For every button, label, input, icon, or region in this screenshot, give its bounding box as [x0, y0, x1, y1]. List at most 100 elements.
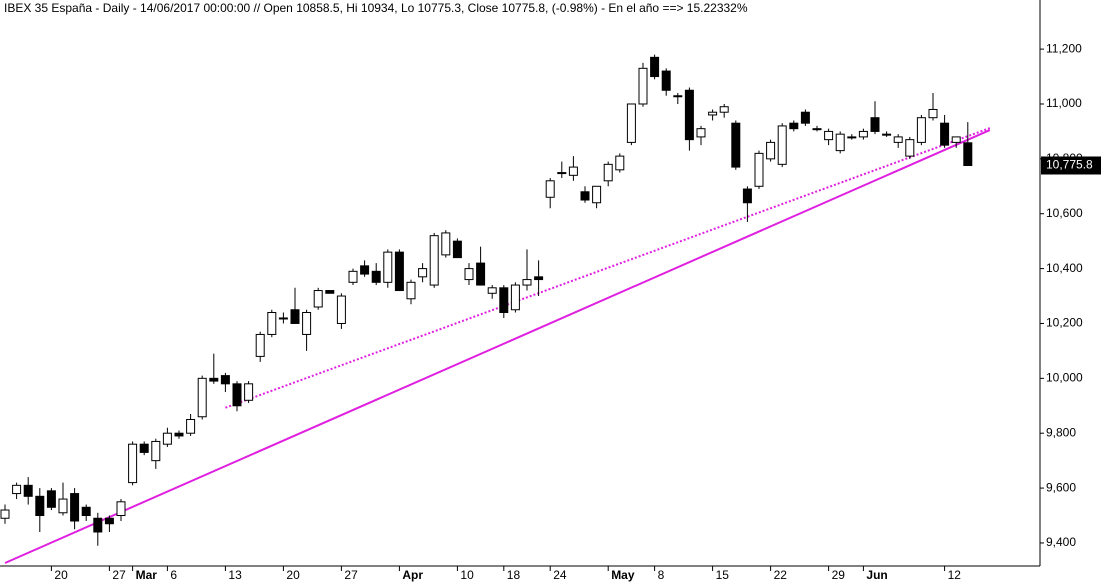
- x-tick-label: Jun: [866, 568, 887, 582]
- candle-body: [603, 163, 613, 182]
- candle-body: [360, 265, 370, 275]
- candle-body: [46, 490, 56, 508]
- candle-body: [476, 262, 486, 286]
- candle-body: [23, 484, 33, 497]
- chart-title: IBEX 35 España - Daily - 14/06/2017 00:0…: [4, 1, 748, 15]
- candle-body: [81, 506, 91, 517]
- x-tick-label: Apr: [402, 568, 423, 582]
- candle-body: [731, 122, 741, 168]
- candle-body: [93, 517, 103, 533]
- candle-body: [452, 240, 462, 259]
- candle-body: [638, 67, 648, 105]
- candle-body: [313, 290, 323, 308]
- candle-body: [336, 295, 346, 324]
- y-tick-label: 9,400: [1046, 535, 1076, 549]
- candle-body: [684, 89, 694, 141]
- candle-body: [534, 276, 544, 281]
- candle-body: [12, 484, 22, 495]
- last-price-box: [1041, 156, 1101, 175]
- candle-body: [116, 501, 126, 517]
- x-tick-label: 10: [460, 568, 474, 582]
- candle-body: [197, 377, 207, 418]
- y-tick-label: 9,600: [1046, 480, 1076, 494]
- x-tick-label: 27: [112, 568, 126, 582]
- y-tick-label: 10,600: [1046, 206, 1083, 220]
- x-tick-label: 8: [658, 568, 665, 582]
- candle-body: [406, 281, 416, 300]
- candle-body: [128, 443, 138, 484]
- candle-body: [858, 130, 868, 138]
- candle-body: [209, 377, 219, 382]
- x-tick-label: 24: [553, 568, 567, 582]
- candle-body: [174, 432, 184, 437]
- candle-body: [847, 136, 857, 139]
- candle-body: [302, 311, 312, 335]
- x-tick-label: 15: [716, 568, 730, 582]
- y-tick-label: 9,800: [1046, 425, 1076, 439]
- x-tick-label: 13: [228, 568, 242, 582]
- x-tick-label: 12: [948, 568, 962, 582]
- candle-body: [719, 106, 729, 113]
- x-tick-label: 22: [774, 568, 788, 582]
- candle-body: [742, 188, 752, 204]
- candle-body: [940, 122, 950, 146]
- x-tick-label: 29: [832, 568, 846, 582]
- y-tick-label: 10,000: [1046, 371, 1083, 385]
- candle-body: [951, 136, 961, 143]
- candle-body: [418, 268, 428, 278]
- candle-body: [290, 309, 300, 324]
- trendline: [4, 129, 991, 564]
- candle-body: [348, 270, 358, 283]
- candle-body: [696, 128, 706, 138]
- candle-body: [673, 95, 683, 98]
- candle-body: [777, 125, 787, 165]
- x-tick-label: 20: [286, 568, 300, 582]
- candle-body: [232, 383, 242, 407]
- candle-body: [499, 287, 509, 313]
- candle-body: [870, 117, 880, 132]
- candle-body: [557, 172, 567, 175]
- x-tick-label: May: [611, 568, 635, 582]
- candle-body: [615, 155, 625, 171]
- candle-body: [162, 432, 172, 445]
- candle-body: [487, 287, 497, 294]
- candle-body: [789, 122, 799, 130]
- candle-body: [963, 142, 973, 166]
- candle-body: [916, 117, 926, 143]
- candle-body: [139, 443, 149, 453]
- candle-body: [104, 517, 114, 525]
- candle-body: [255, 333, 265, 357]
- candle-body: [278, 317, 288, 320]
- candle-body: [441, 232, 451, 256]
- candle-body: [522, 279, 532, 286]
- x-tick-label: 6: [170, 568, 177, 582]
- candle-body: [0, 509, 10, 519]
- candle-body: [244, 383, 254, 401]
- candle-body: [592, 185, 602, 204]
- x-tick-label: Mar: [136, 568, 158, 582]
- candle-body: [824, 130, 834, 141]
- y-tick-label: 10,400: [1046, 261, 1083, 275]
- candle-body: [545, 180, 555, 198]
- y-tick-label: 10,200: [1046, 316, 1083, 330]
- candle-body: [394, 251, 404, 292]
- candle-body: [70, 493, 80, 522]
- y-tick-label: 11,200: [1046, 41, 1082, 55]
- candle-body: [580, 191, 590, 201]
- candle-body: [35, 495, 45, 517]
- candle-body: [928, 108, 938, 119]
- x-tick-label: 27: [344, 568, 358, 582]
- candle-body: [626, 103, 636, 143]
- candle-body: [510, 284, 520, 311]
- candle-body: [383, 251, 393, 283]
- candle-body: [151, 440, 161, 462]
- candle-body: [800, 111, 810, 124]
- candle-body: [882, 133, 892, 136]
- candle-body: [661, 70, 671, 91]
- y-tick-label: 11,000: [1046, 96, 1082, 110]
- candle-body: [371, 270, 381, 283]
- candle-body: [568, 166, 578, 176]
- candle-body: [464, 268, 474, 281]
